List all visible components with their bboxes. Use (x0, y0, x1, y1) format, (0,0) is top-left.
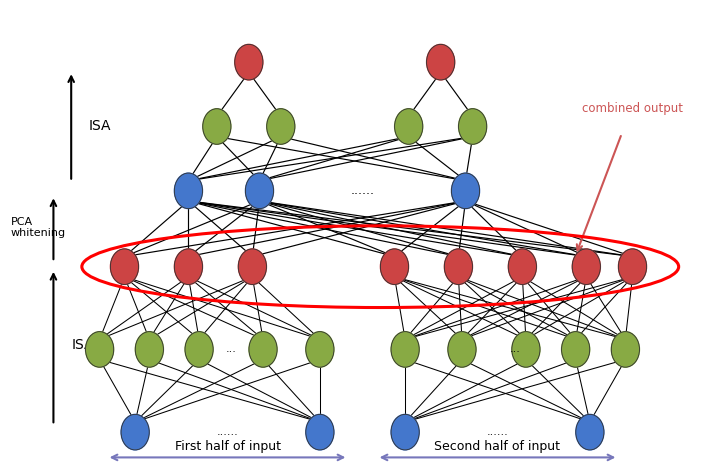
Ellipse shape (448, 332, 476, 367)
Ellipse shape (618, 249, 647, 284)
Text: ISA: ISA (89, 120, 112, 134)
Ellipse shape (306, 415, 334, 450)
Text: First half of input: First half of input (175, 440, 281, 453)
Ellipse shape (572, 249, 600, 284)
Ellipse shape (394, 109, 423, 144)
Ellipse shape (391, 415, 419, 450)
Ellipse shape (235, 45, 263, 80)
Text: combined output: combined output (582, 102, 683, 114)
Text: ISA: ISA (71, 338, 94, 352)
Text: ...: ... (225, 344, 236, 355)
Ellipse shape (444, 249, 473, 284)
Ellipse shape (267, 109, 295, 144)
Ellipse shape (185, 332, 213, 367)
Ellipse shape (512, 332, 540, 367)
Ellipse shape (174, 173, 202, 209)
Text: ......: ...... (217, 427, 239, 437)
Text: Second half of input: Second half of input (434, 440, 560, 453)
Ellipse shape (110, 249, 138, 284)
Ellipse shape (136, 332, 163, 367)
Ellipse shape (508, 249, 536, 284)
Ellipse shape (426, 45, 455, 80)
Text: ...: ... (510, 344, 521, 355)
Text: ......: ...... (486, 427, 508, 437)
Ellipse shape (121, 415, 149, 450)
Ellipse shape (458, 109, 486, 144)
Ellipse shape (611, 332, 639, 367)
Ellipse shape (381, 249, 409, 284)
Ellipse shape (86, 332, 114, 367)
Text: PCA
whitening: PCA whitening (11, 217, 66, 238)
Ellipse shape (391, 332, 419, 367)
Ellipse shape (306, 332, 334, 367)
Ellipse shape (203, 109, 231, 144)
Ellipse shape (452, 173, 480, 209)
Ellipse shape (562, 332, 589, 367)
Text: ......: ...... (350, 184, 375, 197)
Ellipse shape (239, 249, 267, 284)
Ellipse shape (249, 332, 277, 367)
Ellipse shape (576, 415, 604, 450)
Ellipse shape (174, 249, 202, 284)
Ellipse shape (245, 173, 273, 209)
